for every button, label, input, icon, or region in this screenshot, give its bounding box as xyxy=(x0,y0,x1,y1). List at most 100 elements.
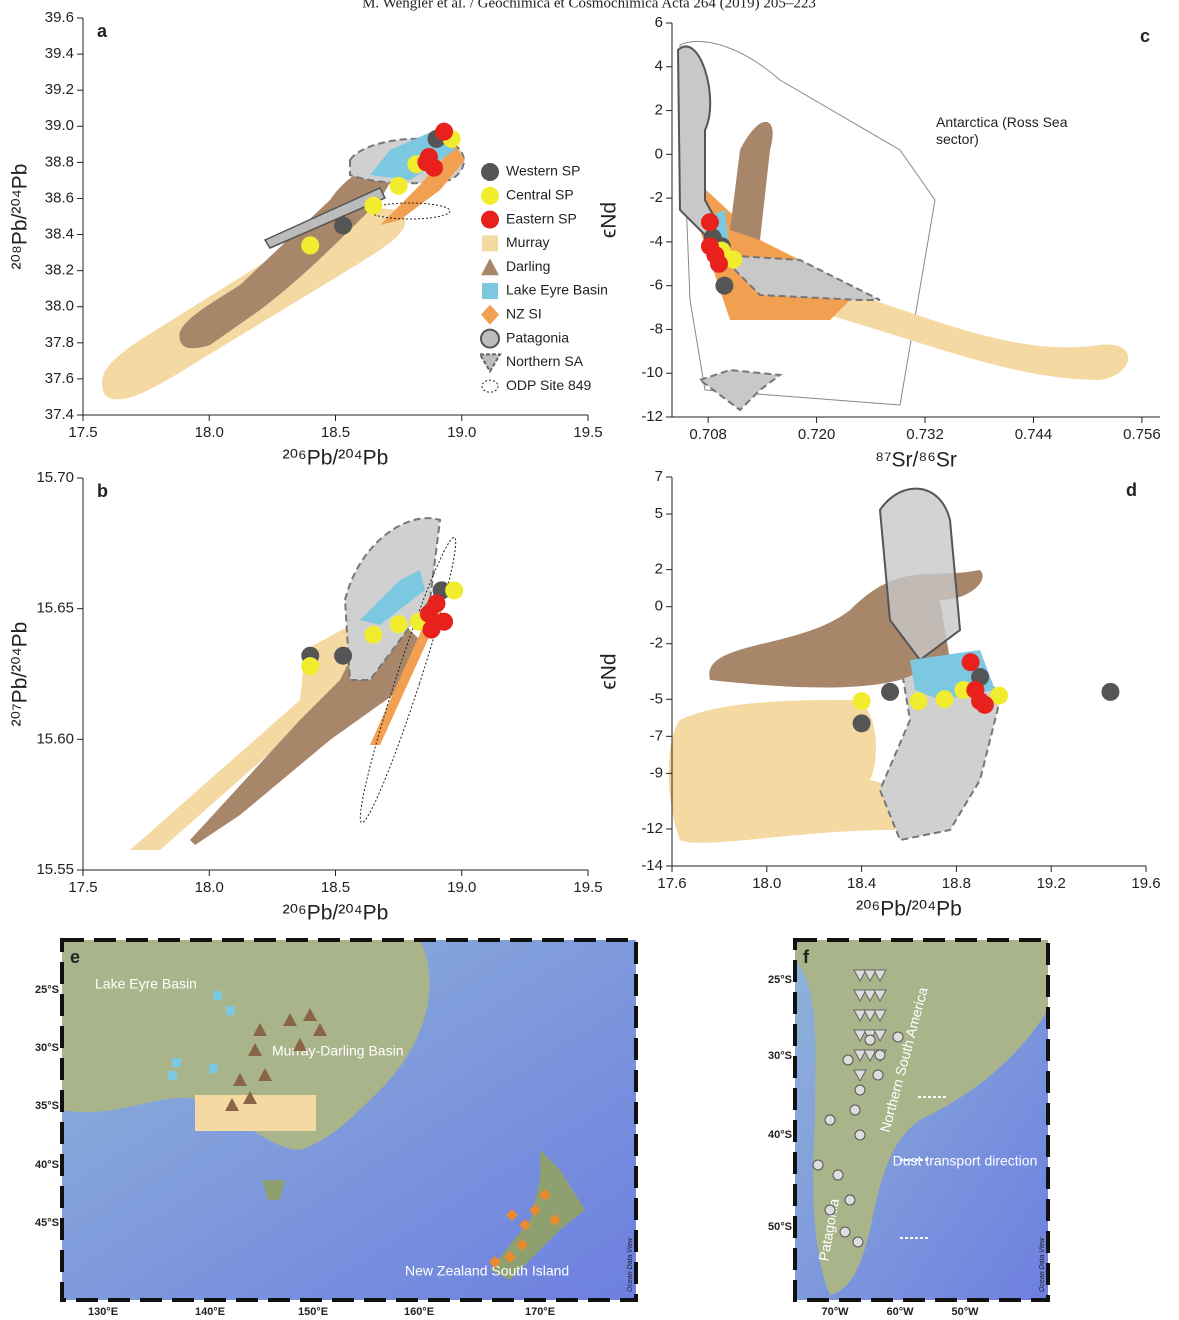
map-symbol xyxy=(813,1160,823,1170)
map-symbol xyxy=(219,1113,228,1122)
legend-marker xyxy=(482,235,498,251)
x-tick-label: 0.720 xyxy=(798,426,836,443)
data-point xyxy=(1101,683,1119,701)
lat-label: 30°S xyxy=(768,1050,792,1062)
lat-label: 50°S xyxy=(768,1221,792,1233)
panel-letter: b xyxy=(97,481,108,501)
map-symbol xyxy=(235,1113,244,1122)
data-point xyxy=(962,653,980,671)
fields-c xyxy=(678,41,1128,410)
legend-label: ODP Site 849 xyxy=(506,377,592,393)
y-tick-label: 37.6 xyxy=(45,370,74,387)
map-e xyxy=(62,940,636,1300)
x-axis-label: ²⁰⁶Pb/²⁰⁴Pb xyxy=(283,447,389,470)
x-axis-label: ⁸⁷Sr/⁸⁶Sr xyxy=(875,449,957,472)
panel-letter: a xyxy=(97,21,108,41)
y-tick-label: -2 xyxy=(650,189,663,206)
data-point xyxy=(390,177,408,195)
x-axis-label: ²⁰⁶Pb/²⁰⁴Pb xyxy=(856,898,962,921)
map-symbol xyxy=(299,1104,308,1113)
data-point xyxy=(334,647,352,665)
y-tick-label: 39.2 xyxy=(45,81,74,98)
panel-letter: d xyxy=(1126,480,1137,500)
map-label: Lake Eyre Basin xyxy=(95,976,197,992)
data-point xyxy=(706,246,724,264)
data-point xyxy=(435,123,453,141)
y-tick-label: -8 xyxy=(650,320,663,337)
x-tick-label: 19.6 xyxy=(1131,875,1160,892)
y-tick-label: -12 xyxy=(641,408,663,425)
legend-label: Northern SA xyxy=(506,353,584,369)
map-symbol xyxy=(203,1122,212,1131)
data-point xyxy=(334,217,352,235)
map-symbol xyxy=(209,1064,218,1073)
map-symbol xyxy=(251,1122,260,1131)
x-tick-label: 18.5 xyxy=(321,879,350,896)
map-symbol xyxy=(275,1104,284,1113)
credit: Ocean Data View xyxy=(627,1237,634,1292)
lon-label: 150°E xyxy=(298,1306,328,1318)
x-tick-label: 18.5 xyxy=(321,424,350,441)
map-symbol xyxy=(853,1237,863,1247)
map-symbol xyxy=(283,1104,292,1113)
y-tick-label: -5 xyxy=(650,690,663,707)
x-tick-label: 17.6 xyxy=(657,875,686,892)
data-point xyxy=(881,683,899,701)
y-tick-label: -14 xyxy=(641,857,663,874)
y-tick-label: -2 xyxy=(650,635,663,652)
map-symbol xyxy=(291,1113,300,1122)
x-tick-label: 18.0 xyxy=(195,424,224,441)
lat-label: 25°S xyxy=(35,984,59,996)
y-tick-label: 39.0 xyxy=(45,117,74,134)
map-symbol xyxy=(299,1113,308,1122)
lat-label: 25°S xyxy=(768,974,792,986)
legend-label: Patagonia xyxy=(506,329,569,345)
map-symbol xyxy=(275,1095,284,1104)
x-axis-label: ²⁰⁶Pb/²⁰⁴Pb xyxy=(283,902,389,925)
x-tick-label: 0.744 xyxy=(1015,426,1053,443)
map-symbol xyxy=(307,1113,316,1122)
map-symbol xyxy=(203,1095,212,1104)
map-symbol xyxy=(307,1122,316,1131)
lon-label: 140°E xyxy=(195,1306,225,1318)
lon-label: 130°E xyxy=(88,1306,118,1318)
annotation: Antarctica (Ross Seasector) xyxy=(936,114,1068,147)
legend-label: Lake Eyre Basin xyxy=(506,282,608,298)
map-symbol xyxy=(227,1122,236,1131)
data-point xyxy=(390,615,408,633)
y-tick-label: 0 xyxy=(655,598,663,615)
x-tick-label: 18.0 xyxy=(752,875,781,892)
map-symbol xyxy=(211,1113,220,1122)
legend-marker xyxy=(482,283,498,299)
y-tick-label: 15.55 xyxy=(36,861,74,878)
y-tick-label: 2 xyxy=(655,561,663,578)
map-symbol xyxy=(243,1113,252,1122)
map-symbol xyxy=(195,1113,204,1122)
lat-label: 30°S xyxy=(35,1042,59,1054)
map-symbol xyxy=(203,1113,212,1122)
credit: Ocean Data View xyxy=(1039,1237,1046,1292)
map-symbol xyxy=(251,1113,260,1122)
y-tick-label: 37.4 xyxy=(45,406,74,423)
map-symbol xyxy=(283,1122,292,1131)
y-tick-label: 38.0 xyxy=(45,298,74,315)
map-symbol xyxy=(283,1095,292,1104)
x-tick-label: 18.8 xyxy=(942,875,971,892)
legend-label: Western SP xyxy=(506,163,580,179)
y-axis-label: ϵNd xyxy=(598,202,621,238)
map-symbol xyxy=(843,1055,853,1065)
map-symbol xyxy=(211,1122,220,1131)
map-symbol xyxy=(307,1095,316,1104)
map-label: Murray-Darling Basin xyxy=(272,1043,403,1059)
data-point xyxy=(976,696,994,714)
x-tick-label: 0.732 xyxy=(906,426,944,443)
data-point xyxy=(301,236,319,254)
y-axis-label: ²⁰⁸Pb/²⁰⁴Pb xyxy=(9,164,32,270)
map-symbol xyxy=(893,1032,903,1042)
data-point xyxy=(445,581,463,599)
legend-marker xyxy=(481,330,499,348)
map-symbol xyxy=(291,1095,300,1104)
legend-label: Central SP xyxy=(506,187,574,203)
legend-label: Murray xyxy=(506,234,550,250)
map-symbol xyxy=(855,1130,865,1140)
